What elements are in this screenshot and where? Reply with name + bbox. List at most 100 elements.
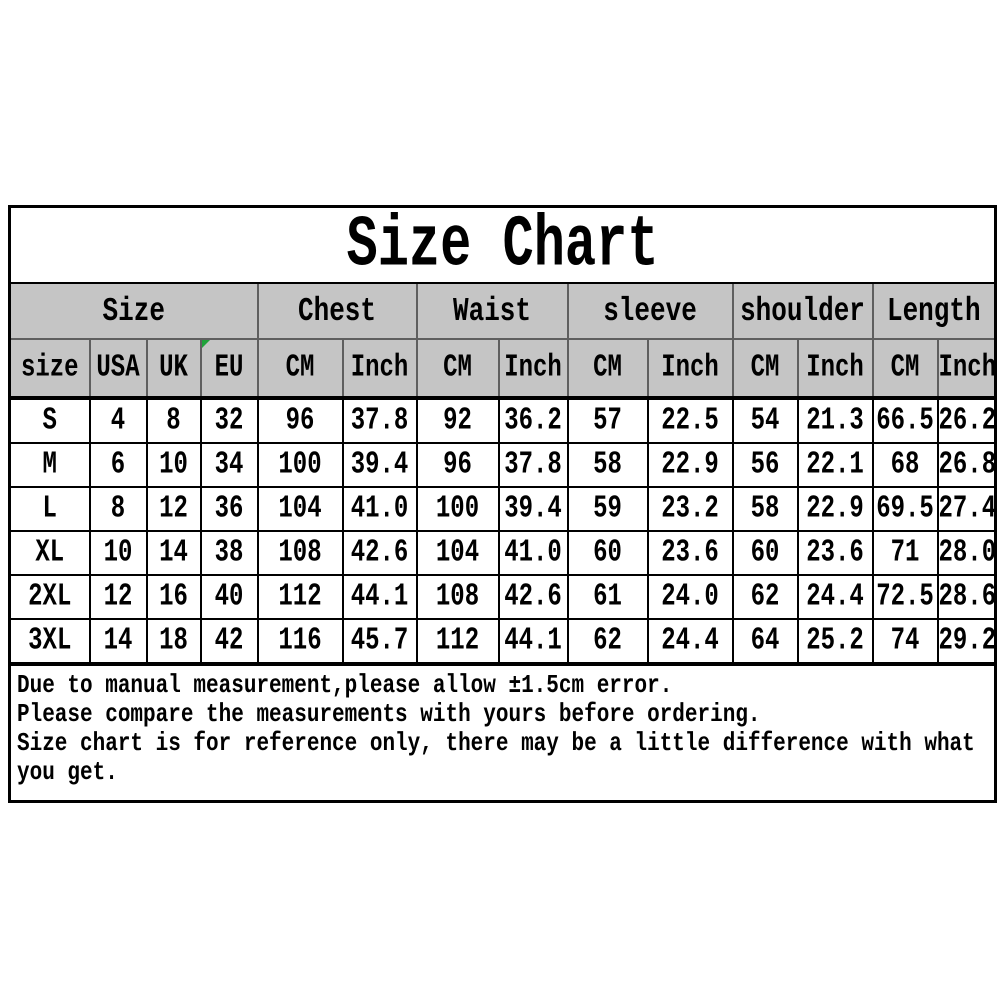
cell-value: 37.8 (504, 447, 562, 483)
table-row: S 4 8 32 96 37.8 92 36.2 57 22.5 54 21.3 66.5 26.2 (8, 397, 997, 444)
table-cell: 28.0 (936, 530, 997, 576)
table-cell: 2XL (8, 574, 91, 620)
table-cell: 37.8 (341, 397, 418, 444)
table-cell: 112 (256, 574, 344, 620)
cell-value: 23.6 (806, 535, 864, 571)
subheader-label: Inch (350, 350, 409, 386)
table-cell: 108 (256, 530, 344, 576)
subheader-row: size USA UK EU CM Inch CM Inch CM Inch CM Inch CM Inc… (8, 338, 997, 400)
cell-value: 112 (278, 579, 322, 615)
cell-value: 69.5 (876, 491, 934, 527)
table-cell: 60 (731, 530, 799, 576)
table-cell: 12 (88, 574, 148, 620)
column-group-label: Length (886, 291, 981, 331)
cell-value: 59 (593, 491, 622, 527)
cell-value: 24.4 (661, 623, 719, 659)
cell-value: 24.0 (661, 579, 719, 615)
table-cell: L (8, 486, 91, 532)
subheader-label: CM (443, 350, 472, 386)
cell-value: 64 (750, 623, 780, 659)
cell-value: 4 (110, 403, 126, 439)
subheader-cell: CM (256, 338, 344, 400)
cell-value: 6 (110, 447, 126, 483)
subheader-cell: Inch (497, 338, 569, 400)
size-table-body: S 4 8 32 96 37.8 92 36.2 57 22.5 54 21.3 66.5 26.2 M 6 1… (8, 397, 997, 665)
table-cell: 54 (731, 397, 799, 444)
title-row: Size Chart (9, 203, 996, 287)
cell-value: 23.2 (661, 491, 719, 527)
column-group-sleeve: sleeve (566, 282, 734, 340)
cell-value: 96 (443, 447, 472, 483)
table-cell: 28.6 (936, 574, 997, 620)
cell-value: 116 (278, 623, 322, 659)
cell-value: 66.5 (876, 403, 934, 439)
table-cell: 39.4 (341, 442, 418, 488)
note-line: Due to manual measurement,please allow ±… (17, 672, 673, 701)
table-cell: 10 (145, 442, 202, 488)
column-group-label: Waist (452, 291, 531, 331)
column-group-waist: Waist (415, 282, 569, 340)
table-cell: 104 (256, 486, 344, 532)
subheader-label: USA (96, 350, 140, 386)
cell-value: 2XL (28, 579, 72, 615)
table-cell: 61 (566, 574, 649, 620)
table-cell: 26.8 (936, 442, 997, 488)
cell-value: 104 (435, 535, 480, 571)
table-cell: 14 (88, 618, 148, 665)
cell-value: 72.5 (876, 579, 934, 615)
table-row: 3XL 14 18 42 116 45.7 112 44.1 62 24.4 64 25.2 74 29.… (8, 618, 997, 665)
cell-value: 41.0 (504, 535, 562, 571)
table-cell: 32 (199, 397, 259, 444)
page-title: Size Chart (346, 203, 659, 287)
cell-value: 36.2 (504, 403, 562, 439)
table-cell: 92 (415, 397, 500, 444)
subheader-label: CM (593, 350, 622, 386)
subheader-label: UK (159, 350, 188, 386)
subheader-cell: CM (415, 338, 500, 400)
cell-value: 29.2 (938, 623, 997, 659)
table-cell: 108 (415, 574, 500, 620)
cell-value: 16 (159, 579, 188, 615)
subheader-label: CM (285, 350, 315, 386)
table-cell: 41.0 (497, 530, 569, 576)
table-cell: 58 (566, 442, 649, 488)
cell-value: 22.9 (661, 447, 719, 483)
cell-value: 40 (214, 579, 244, 615)
cell-value: 22.1 (806, 447, 864, 483)
subheader-label: Inch (661, 350, 719, 386)
cell-value: 71 (890, 535, 920, 571)
table-cell: 21.3 (796, 397, 874, 444)
cell-value: 100 (435, 491, 480, 527)
cell-value: 42.6 (350, 535, 409, 571)
size-chart-container: Size Chart Size Chest Waist sleeve (8, 203, 998, 803)
table-cell: 22.5 (646, 397, 734, 444)
cell-value: 44.1 (504, 623, 562, 659)
cell-value: 26.2 (938, 403, 997, 439)
cell-value: 58 (750, 491, 780, 527)
table-cell: 100 (415, 486, 500, 532)
column-group-label: shoulder (740, 291, 865, 331)
table-cell: 29.2 (936, 618, 997, 665)
table-cell: 42.6 (497, 574, 569, 620)
cell-value: 22.9 (806, 491, 864, 527)
cell-value: 38 (214, 535, 244, 571)
subheader-label: Inch (504, 350, 562, 386)
cell-value: 39.4 (350, 447, 409, 483)
subheader-label: EU (214, 350, 244, 386)
cell-value: 45.7 (350, 623, 409, 659)
cell-value: 60 (750, 535, 780, 571)
table-cell: 96 (415, 442, 500, 488)
table-cell: 62 (566, 618, 649, 665)
subheader-label: Inch (806, 350, 864, 386)
cell-value: 3XL (28, 623, 72, 659)
table-cell: 56 (731, 442, 799, 488)
table-cell: 25.2 (796, 618, 874, 665)
cell-value: 56 (750, 447, 780, 483)
table-cell: 62 (731, 574, 799, 620)
subheader-label: CM (890, 350, 920, 386)
table-cell: S (8, 397, 91, 444)
subheader-cell: Inch (936, 338, 997, 400)
table-cell: 23.6 (646, 530, 734, 576)
subheader-cell: Inch (341, 338, 418, 400)
